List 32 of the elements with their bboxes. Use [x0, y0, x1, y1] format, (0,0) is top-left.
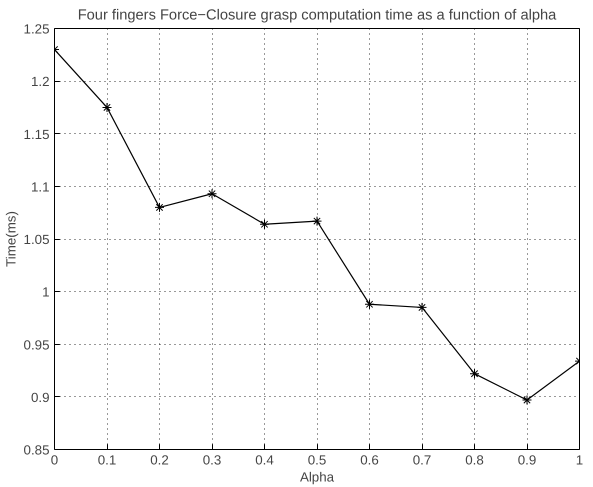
x-tick-label: 0.9: [518, 452, 536, 468]
point: [522, 395, 532, 406]
x-tick-label: 0.2: [150, 452, 169, 468]
point: [470, 368, 480, 379]
x-tick-label: 0.8: [465, 452, 484, 468]
y-tick-label: 1.05: [24, 232, 50, 247]
y-tick-label: 0.85: [24, 442, 50, 458]
y-tick-label: 0.95: [24, 337, 50, 352]
x-tick-label: 1: [576, 452, 584, 468]
x-tick-label: 0.1: [98, 452, 116, 468]
point: [102, 102, 112, 112]
point: [364, 299, 374, 310]
y-tick-label: 1.2: [30, 74, 50, 90]
x-tick-label: 0.4: [255, 452, 274, 468]
x-tick-label: 0.7: [412, 452, 432, 468]
y-axis-title: Time(ms): [4, 211, 19, 267]
x-tick-label: 0.3: [202, 452, 222, 468]
x-axis-title: Alpha: [300, 470, 335, 484]
point: [207, 188, 217, 199]
chart-title: Four fingers Force−Closure grasp computation time as a function of alpha: [78, 8, 558, 24]
y-tick-label: 1.1: [30, 179, 50, 194]
point: [154, 202, 164, 212]
point: [312, 216, 322, 226]
y-tick-label: 1.25: [24, 22, 50, 36]
point: [260, 219, 270, 230]
point: [417, 302, 427, 312]
y-tick-label: 0.9: [30, 390, 50, 405]
x-tick-label: 0.5: [308, 452, 326, 468]
y-tick-label: 1: [42, 284, 50, 300]
y-tick-label: 1.15: [24, 126, 50, 142]
x-tick-label: 0: [50, 452, 58, 468]
x-tick-label: 0.6: [360, 452, 379, 468]
